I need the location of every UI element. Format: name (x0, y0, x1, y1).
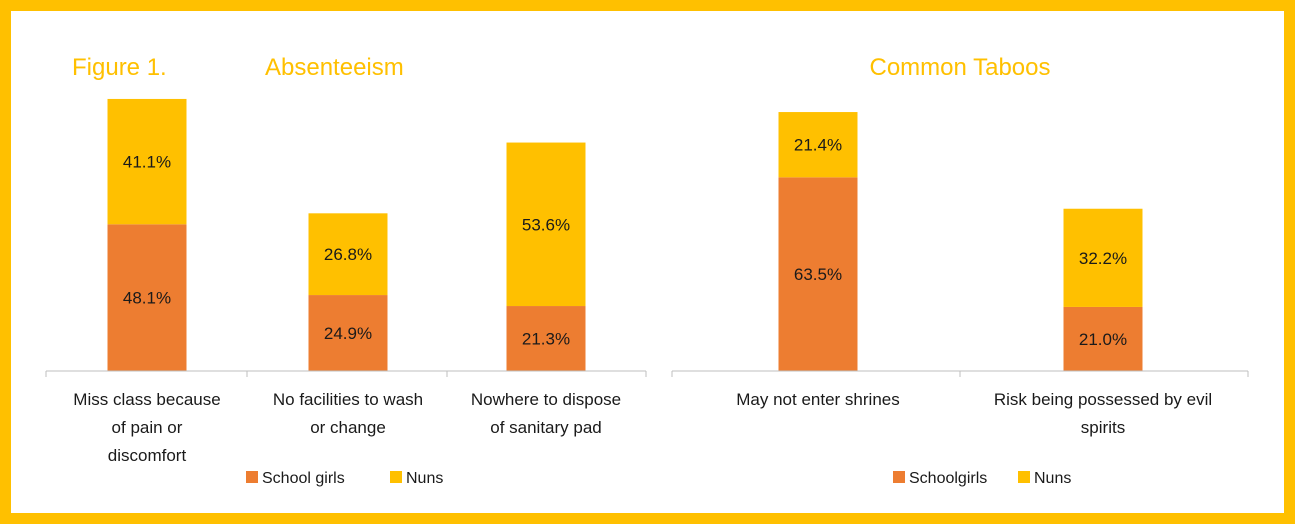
bar-school-girls-1 (107, 224, 187, 371)
data-label-nuns-1: 41.1% (123, 153, 171, 172)
category-label-line: spirits (1081, 418, 1125, 437)
bar-school-girls-2 (308, 295, 388, 371)
legend-label-nuns-taboos: Nuns (1034, 470, 1071, 487)
bar-nuns-1 (778, 112, 858, 178)
category-label-2: Risk being possessed by evil spirits (994, 390, 1212, 437)
category-label-line: Miss class because (73, 390, 220, 409)
taboos-chart: Common Taboos 63.5% 21.4% 21.0% 32.2% May n… (671, 54, 1249, 487)
bar-schoolgirls-2 (1063, 306, 1143, 371)
absenteeism-title: Absenteeism (265, 54, 404, 81)
category-label-line: Nowhere to dispose (471, 390, 621, 409)
data-label-school-girls-1: 48.1% (123, 289, 171, 308)
data-label-nuns-2: 26.8% (324, 245, 372, 264)
category-label-1: Miss class because of pain or discomfort (73, 390, 220, 465)
legend-swatch-school-girls (246, 471, 258, 483)
taboos-title: Common Taboos (870, 54, 1051, 81)
category-label-line: of pain or (112, 418, 183, 437)
bar-schoolgirls-1 (778, 177, 858, 371)
bar-nuns-2 (308, 213, 388, 296)
category-label-line: or change (310, 418, 386, 437)
bar-nuns-1 (107, 98, 187, 225)
category-label-line: Risk being possessed by evil (994, 390, 1212, 409)
absenteeism-legend: School girls Nuns (246, 470, 443, 487)
legend-label-school-girls: School girls (262, 470, 345, 487)
category-label-2: No facilities to wash or change (273, 390, 423, 437)
legend-label-nuns: Nuns (406, 470, 443, 487)
category-label-line: No facilities to wash (273, 390, 423, 409)
figure-label: Figure 1. (72, 54, 167, 81)
category-label-line: of sanitary pad (490, 418, 602, 437)
legend-swatch-nuns (390, 471, 402, 483)
category-label-line: May not enter shrines (736, 390, 899, 409)
data-label-nuns-3: 53.6% (522, 215, 570, 234)
data-label-schoolgirls-2: 21.0% (1079, 330, 1127, 349)
data-label-nuns-2: 32.2% (1079, 249, 1127, 268)
legend-swatch-schoolgirls (893, 471, 905, 483)
category-label-1: May not enter shrines (736, 390, 899, 409)
data-label-schoolgirls-1: 63.5% (794, 265, 842, 284)
legend-swatch-nuns-taboos (1018, 471, 1030, 483)
data-label-nuns-1: 21.4% (794, 136, 842, 155)
bar-nuns-3 (506, 142, 586, 307)
data-label-school-girls-3: 21.3% (522, 330, 570, 349)
data-label-school-girls-2: 24.9% (324, 324, 372, 343)
taboos-legend: Schoolgirls Nuns (893, 470, 1071, 487)
bar-nuns-2 (1063, 208, 1143, 307)
category-label-3: Nowhere to dispose of sanitary pad (471, 390, 621, 437)
legend-label-schoolgirls: Schoolgirls (909, 470, 987, 487)
category-label-line: discomfort (108, 446, 187, 465)
absenteeism-chart: Figure 1. Absenteeism 48.1% 41.1% 24.9% 26.… (45, 54, 647, 487)
bar-school-girls-3 (506, 306, 586, 371)
